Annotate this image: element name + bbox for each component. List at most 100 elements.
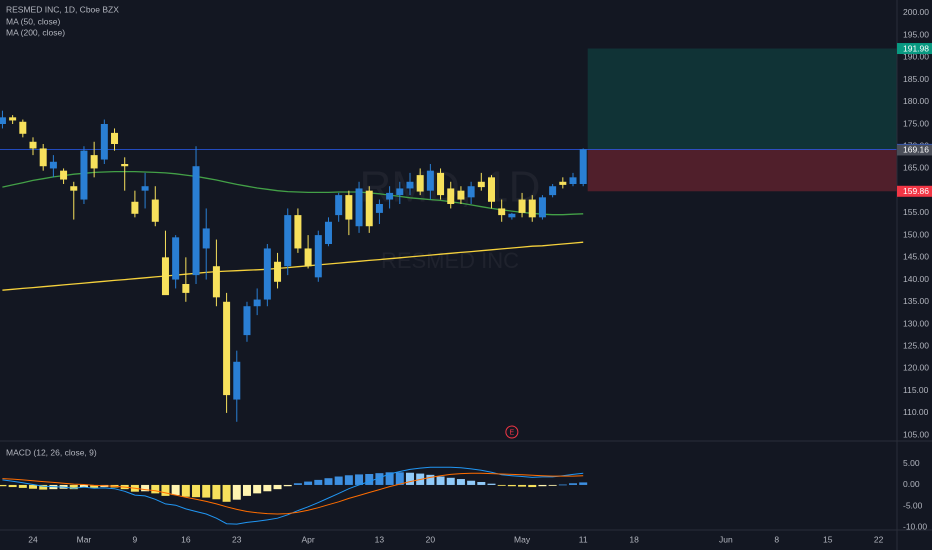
price-label: 169.16 [903, 145, 929, 155]
histogram-bar [0, 484, 7, 487]
candle-body [233, 361, 241, 400]
candle-body [243, 306, 251, 336]
candle-body [416, 175, 424, 192]
candle-body [375, 204, 383, 213]
candle-body [263, 248, 271, 300]
histogram-bar [548, 484, 557, 486]
histogram-bar [161, 484, 170, 496]
candle-body [437, 172, 445, 196]
candle-body [90, 155, 98, 169]
candle-body [406, 181, 414, 189]
candle-body [284, 215, 292, 267]
candle-body [29, 141, 37, 149]
histogram-bar [8, 484, 17, 488]
y-tick-label: 165.00 [903, 163, 929, 173]
candle-body [161, 257, 169, 296]
ma-line [2, 170, 584, 216]
candle-body [151, 199, 159, 222]
histogram-bar [202, 484, 211, 498]
histogram-bar [487, 483, 496, 485]
candle-body [386, 192, 394, 200]
y-tick-label: 145.00 [903, 252, 929, 262]
x-tick-label: Mar [77, 534, 92, 544]
candle-body [549, 186, 557, 196]
legend-entry: MA (50, close) [6, 16, 60, 26]
x-tick-label: 24 [28, 534, 38, 544]
histogram-bar [242, 484, 251, 496]
x-tick-label: 13 [375, 534, 385, 544]
candle-body [569, 177, 577, 184]
candle-body [518, 199, 526, 213]
y-tick-label: 120.00 [903, 363, 929, 373]
y-tick-label: 105.00 [903, 429, 929, 439]
candle-body [355, 188, 363, 227]
x-tick-label: 8 [774, 534, 779, 544]
histogram-bar [375, 473, 384, 485]
y-tick-label: 125.00 [903, 340, 929, 350]
x-tick-label: 15 [823, 534, 833, 544]
candle-body [274, 261, 282, 282]
watermark-sub: RESMED INC [381, 248, 519, 273]
candle-body [9, 117, 17, 121]
y-tick-label: 150.00 [903, 229, 929, 239]
candle-body [0, 117, 6, 124]
histogram-bar [446, 477, 455, 485]
price-label: 191.98 [903, 43, 929, 53]
histogram-bar [192, 484, 201, 498]
candle-body [487, 177, 495, 202]
histogram-bar [426, 474, 435, 485]
candle-body [447, 188, 455, 204]
histogram-bar [405, 472, 414, 485]
candle-body [111, 132, 119, 144]
candle-body [100, 124, 108, 160]
macd-title: MACD (12, 26, close, 9) [6, 447, 97, 457]
y-tick-label: 140.00 [903, 274, 929, 284]
y-tick-label: 115.00 [903, 385, 929, 395]
x-tick-label: May [514, 534, 531, 544]
candle-body [202, 228, 210, 249]
candle-body [457, 190, 465, 200]
candle-body [426, 170, 434, 191]
histogram-bar [395, 472, 404, 485]
candle-body [477, 181, 485, 188]
histogram-bar [528, 484, 537, 488]
y-tick-label: 195.00 [903, 29, 929, 39]
histogram-bar [293, 483, 302, 485]
candle-body [579, 149, 587, 184]
price-label: 159.86 [903, 186, 929, 196]
histogram-bar [518, 484, 527, 487]
histogram-bar [579, 482, 588, 485]
chart-title: RESMED INC, 1D, Cboe BZX [6, 4, 119, 14]
y-tick-label: 190.00 [903, 52, 929, 62]
loss-zone [587, 149, 897, 192]
histogram-bar [171, 484, 180, 496]
histogram-bar [467, 480, 476, 485]
histogram-bar [344, 475, 353, 485]
candle-body [192, 166, 200, 276]
y-tick-label: 0.00 [903, 479, 920, 489]
price-label-bg [897, 185, 932, 197]
histogram-bar [69, 484, 78, 490]
candle-body [70, 186, 78, 191]
histogram-bar [29, 484, 38, 489]
histogram-bar [283, 484, 292, 487]
candle-body [49, 161, 57, 169]
y-tick-label: 175.00 [903, 118, 929, 128]
x-tick-label: 22 [874, 534, 884, 544]
candle-body [304, 248, 312, 267]
earnings-label: E [510, 429, 515, 436]
x-tick-label: 23 [232, 534, 242, 544]
profit-zone [587, 48, 897, 150]
candle-body [141, 186, 149, 191]
y-tick-label: 130.00 [903, 318, 929, 328]
x-tick-label: 16 [181, 534, 191, 544]
candle-body [365, 190, 373, 227]
y-tick-label: 110.00 [903, 407, 929, 417]
x-tick-label: 11 [579, 534, 588, 544]
histogram-bar [39, 484, 48, 490]
histogram-bar [79, 484, 88, 488]
candle-body [131, 201, 139, 214]
watermark: RMD, 1D [360, 163, 541, 212]
axes: 24 Mar 9 16 23 Apr 13 20 May 11 18 Jun 8 15 22 105.00 11… [28, 7, 932, 544]
histogram-bar [314, 479, 323, 485]
